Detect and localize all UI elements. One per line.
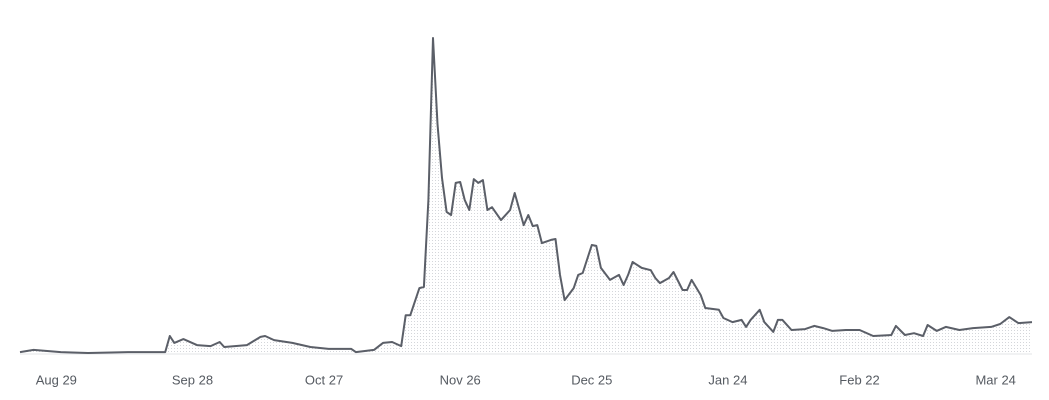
x-tick-label: Oct 27 — [305, 372, 343, 387]
x-tick-label: Nov 26 — [440, 372, 481, 387]
x-tick-label: Jan 24 — [708, 372, 747, 387]
x-tick-label: Aug 29 — [36, 372, 77, 387]
x-tick-label: Sep 28 — [172, 372, 213, 387]
line — [19, 37, 1033, 354]
x-tick-label: Mar 24 — [975, 372, 1015, 387]
x-tick-label: Dec 25 — [571, 372, 612, 387]
area-fill — [20, 38, 1032, 353]
x-tick-label: Feb 22 — [839, 372, 879, 387]
